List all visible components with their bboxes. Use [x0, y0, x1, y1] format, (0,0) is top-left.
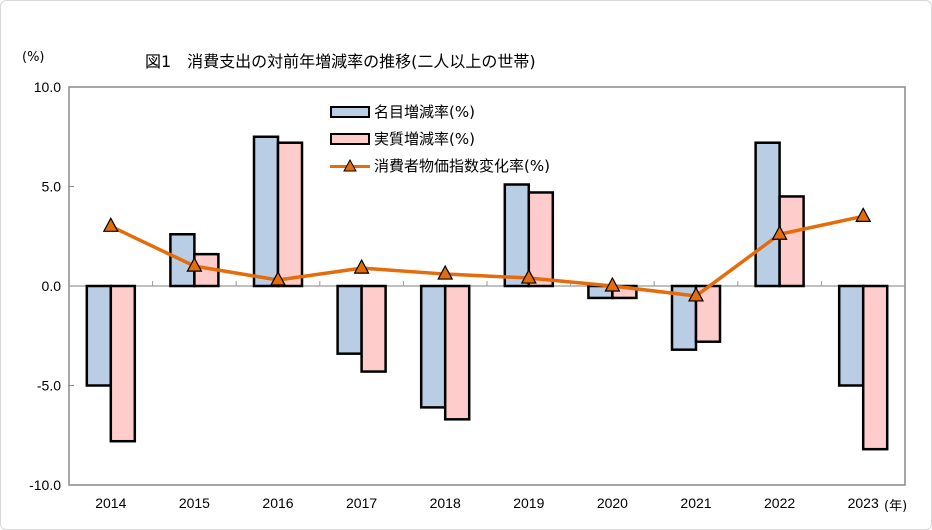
x-tick-label: 2015: [179, 495, 210, 511]
x-tick-label: 2016: [262, 495, 293, 511]
x-tick-label: 2019: [513, 495, 544, 511]
cpi-marker-2014: [102, 217, 119, 232]
legend: 名目増減率(%) 実質増減率(%) 消費者物価指数変化率(%): [330, 98, 550, 179]
x-tick-label: 2017: [346, 495, 377, 511]
bar-real-2018: [443, 284, 471, 421]
bar-real-2017: [360, 284, 387, 373]
cpi-marker-2018: [437, 264, 454, 280]
y-tick-label: -5.0: [37, 378, 61, 394]
cpi-marker-2017: [353, 258, 370, 274]
legend-label-real: 実質増減率(%): [374, 130, 475, 148]
x-tick-label: 2014: [95, 495, 126, 511]
legend-swatch-cpi: [330, 158, 370, 173]
bar-nominal-2017: [336, 284, 363, 355]
legend-item-real: 実質増減率(%): [330, 125, 550, 152]
x-tick-label: 2022: [764, 495, 795, 511]
cpi-marker-2016: [269, 270, 287, 286]
cpi-marker-2021: [687, 286, 705, 302]
triangle-marker-icon: [343, 158, 357, 171]
y-tick-label: 0.0: [42, 278, 62, 294]
bar-real-2023: [861, 284, 889, 451]
legend-swatch-real: [330, 132, 370, 145]
x-tick-label: 2023: [848, 495, 879, 511]
cpi-line: [110, 214, 864, 298]
legend-swatch-nominal: [330, 105, 370, 118]
x-tick-label: 2021: [680, 495, 711, 511]
bar-real-2019: [527, 191, 555, 288]
y-tick-label: 5.0: [42, 179, 62, 195]
cpi-marker-2015: [186, 256, 203, 272]
cpi-marker-2022: [771, 224, 788, 240]
x-tick-label: 2020: [597, 495, 628, 511]
legend-label-nominal: 名目増減率(%): [374, 103, 475, 121]
legend-label-cpi: 消費者物価指数変化率(%): [374, 157, 550, 175]
bar-nominal-2019: [503, 183, 531, 288]
cpi-marker-2023: [855, 207, 872, 222]
y-tick-label: -10.0: [29, 477, 61, 493]
bar-nominal-2023: [837, 284, 865, 387]
legend-item-cpi: 消費者物価指数変化率(%): [330, 152, 550, 179]
bar-real-2014: [109, 284, 137, 443]
bar-nominal-2016: [252, 135, 280, 288]
bar-nominal-2022: [754, 141, 781, 288]
chart-title: 図1 消費支出の対前年増減率の推移(二人以上の世帯): [145, 52, 536, 71]
cpi-marker-2020: [604, 276, 621, 292]
x-tick-label: 2018: [430, 495, 461, 511]
legend-item-nominal: 名目増減率(%): [330, 98, 550, 125]
cpi-marker-2019: [520, 268, 537, 284]
bar-nominal-2018: [419, 284, 447, 409]
y-tick-label: 10.0: [34, 79, 61, 95]
bar-nominal-2014: [85, 284, 113, 387]
y-axis-unit: (%): [22, 50, 45, 65]
bar-real-2022: [778, 195, 805, 288]
x-axis-unit: (年): [884, 499, 908, 514]
bar-real-2016: [276, 141, 304, 288]
